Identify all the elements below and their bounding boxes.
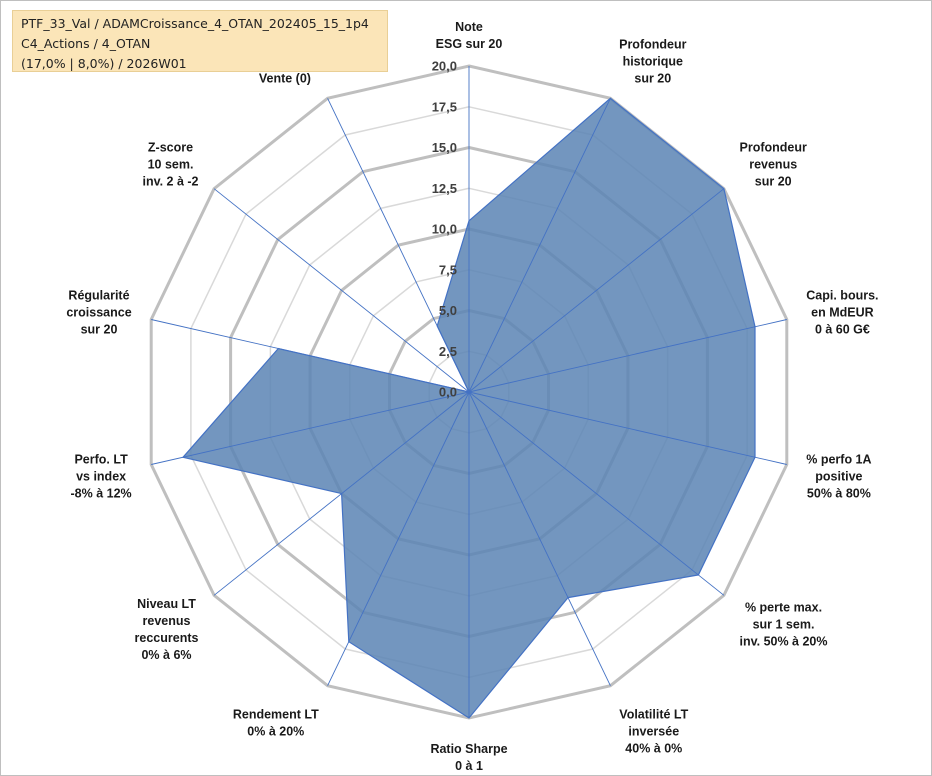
axis-label-group: Niveau LT revenus reccurents 0% à 6% (135, 597, 199, 662)
axis-label: -8% à 12% (71, 487, 132, 501)
axis-label: ESG sur 20 (436, 37, 503, 51)
axis-label: sur 20 (634, 71, 671, 85)
radial-tick-label: 2,5 (439, 344, 457, 359)
axis-spoke (468, 391, 787, 465)
axis-label: Régularité (68, 288, 129, 302)
axis-spoke (151, 319, 470, 393)
axis-spoke (327, 391, 470, 686)
axis-label: Capi. bours. (806, 288, 878, 302)
axis-label: 50% à 80% (807, 487, 871, 501)
axis-spoke (213, 391, 470, 596)
axis-label: revenus (143, 614, 191, 628)
axis-label: croissance (66, 305, 131, 319)
axis-label: 0% à 20% (247, 725, 304, 739)
axis-label-group: Capi. bours. en MdEUR 0 à 60 G€ (806, 288, 878, 336)
axis-spoke (468, 188, 725, 393)
axis-label: Profondeur (740, 141, 807, 155)
axis-label: sur 1 sem. (753, 618, 815, 632)
axis-label: 10 sem. (148, 158, 194, 172)
axis-spoke (151, 391, 470, 465)
axis-label: sur 20 (81, 322, 118, 336)
axis-label-group: Ratio Sharpe 0 à 1 (430, 742, 507, 773)
axis-label-group: Perfo. LT vs index -8% à 12% (71, 453, 132, 501)
axis-label: inv. 50% à 20% (739, 635, 827, 649)
axis-label: reccurents (135, 631, 199, 645)
axis-label: Ratio Sharpe (430, 742, 507, 756)
radial-tick-label: 10,0 (432, 222, 457, 237)
axis-label: Note (455, 20, 483, 34)
axis-label: en MdEUR (811, 305, 874, 319)
portfolio-info-line-2: C4_Actions / 4_OTAN (21, 36, 151, 51)
axis-label: Rendement LT (233, 708, 319, 722)
axis-label: 0 à 60 G€ (815, 322, 870, 336)
axis-label: Vente (0) (259, 71, 311, 85)
axis-label-group: Profondeur revenus sur 20 (740, 141, 807, 189)
axis-label: % perfo 1A (806, 453, 871, 467)
axis-spoke (468, 391, 611, 686)
axis-label: sur 20 (755, 175, 792, 189)
axis-label: Niveau LT (137, 597, 196, 611)
radial-tick-label: 0,0 (439, 385, 457, 400)
axis-label: 40% à 0% (625, 742, 682, 756)
axis-label: vs index (76, 470, 126, 484)
axis-label: inv. 2 à -2 (142, 175, 198, 189)
axis-label-group: Volatilité LT inversée 40% à 0% (619, 708, 688, 756)
axis-label: % perte max. (745, 601, 822, 615)
axis-label: Perfo. LT (74, 453, 128, 467)
radial-tick-label: 15,0 (432, 140, 457, 155)
axis-label: Volatilité LT (619, 708, 688, 722)
axis-label: 0% à 6% (141, 648, 191, 662)
portfolio-info-line-1: PTF_33_Val / ADAMCroissance_4_OTAN_20240… (21, 16, 369, 31)
axis-label: positive (815, 470, 862, 484)
radial-tick-label: 7,5 (439, 262, 457, 277)
axis-label-group: Rendement LT 0% à 20% (233, 708, 319, 739)
axis-label: Profondeur (619, 37, 686, 51)
axis-label-group: % perfo 1A positive 50% à 80% (806, 453, 871, 501)
radial-tick-label: 17,5 (432, 99, 457, 114)
axis-spoke (468, 319, 787, 393)
portfolio-info-box: PTF_33_Val / ADAMCroissance_4_OTAN_20240… (12, 10, 388, 72)
axis-label: revenus (749, 158, 797, 172)
axis-label: Z-score (148, 141, 193, 155)
radial-tick-label: 5,0 (439, 303, 457, 318)
axis-label-group: Z-score 10 sem. inv. 2 à -2 (142, 141, 198, 189)
axis-spoke (213, 188, 470, 393)
axis-label-group: % perte max. sur 1 sem. inv. 50% à 20% (739, 601, 827, 649)
axis-label: 0 à 1 (455, 759, 483, 773)
portfolio-info-line-3: (17,0% | 8,0%) / 2026W01 (21, 56, 187, 71)
axis-spoke (468, 98, 611, 393)
radial-tick-label: 20,0 (432, 59, 457, 74)
axis-label: historique (623, 54, 683, 68)
axis-label-group: Profondeur historique sur 20 (619, 37, 686, 85)
axis-label: inversée (628, 725, 679, 739)
radial-tick-label: 12,5 (432, 181, 457, 196)
axis-label-group: Régularité croissance sur 20 (66, 288, 131, 336)
axis-label-group: Note ESG sur 20 (436, 20, 503, 51)
axis-spoke (468, 391, 725, 596)
axis-spoke (327, 98, 470, 393)
